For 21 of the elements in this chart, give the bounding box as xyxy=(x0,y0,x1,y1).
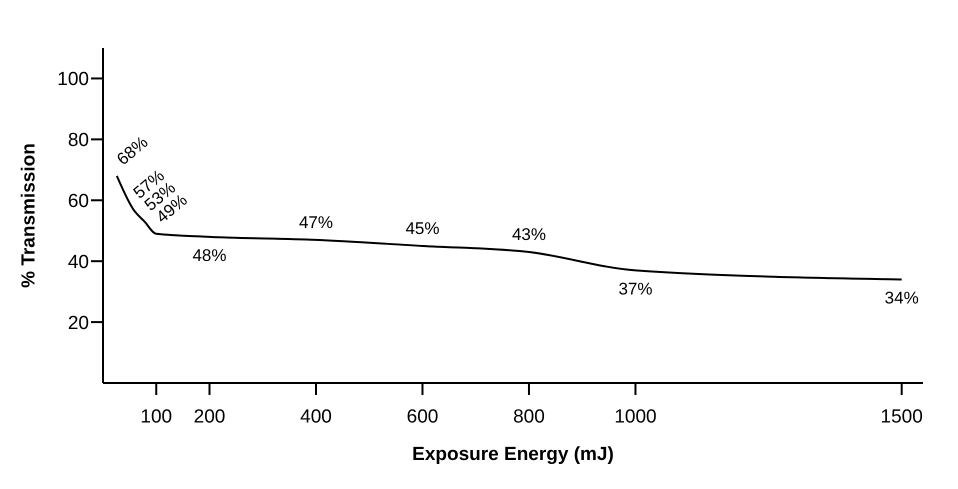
x-tick-label: 600 xyxy=(406,406,438,428)
data-label: 48% xyxy=(192,246,227,265)
data-label: 34% xyxy=(884,288,919,308)
data-label: 45% xyxy=(405,218,440,238)
x-tick-label: 200 xyxy=(194,406,226,428)
x-tick-label: 800 xyxy=(513,406,545,428)
y-axis-title: % Transmission xyxy=(18,143,40,288)
y-tick-label: 100 xyxy=(57,69,89,90)
data-label: 37% xyxy=(618,279,652,298)
data-label: 43% xyxy=(512,225,546,244)
y-tick-label: 60 xyxy=(68,191,89,212)
x-axis-title: Exposure Energy (mJ) xyxy=(412,444,614,465)
x-tick-label: 1500 xyxy=(880,406,923,428)
data-label: 47% xyxy=(298,212,334,232)
y-tick-label: 20 xyxy=(68,312,89,334)
y-tick-label: 80 xyxy=(68,130,89,152)
data-label: 68% xyxy=(113,132,152,169)
x-tick-label: 400 xyxy=(300,406,332,428)
y-tick-label: 40 xyxy=(68,252,89,273)
x-tick-label: 100 xyxy=(140,406,172,428)
x-tick-label: 1000 xyxy=(614,406,657,428)
